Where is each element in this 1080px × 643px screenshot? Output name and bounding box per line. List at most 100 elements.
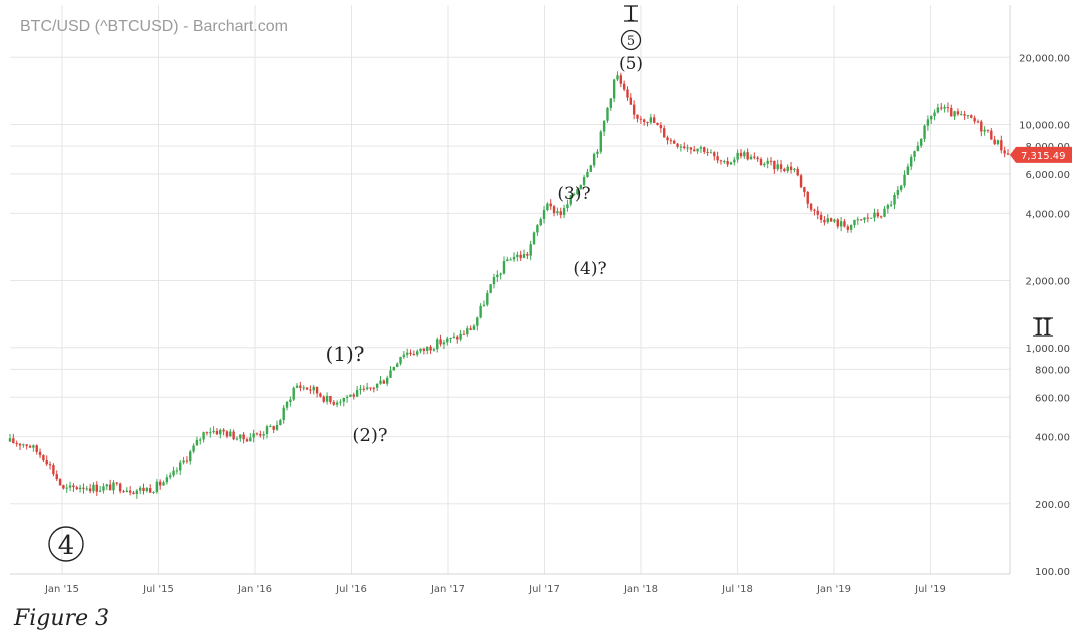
- candle-body: [295, 385, 299, 388]
- candle-body: [806, 192, 809, 204]
- y-tick-label: 6,000.00: [1025, 170, 1070, 181]
- candle-body: [656, 122, 659, 126]
- wave-4-circle: [48, 526, 84, 562]
- candle-body: [779, 164, 783, 169]
- candle-body: [599, 131, 602, 152]
- candle-body: [199, 439, 202, 441]
- candle-body: [105, 484, 108, 487]
- y-tick-label-bottom: 100.00: [1035, 567, 1070, 578]
- candle-body: [943, 107, 946, 109]
- candle-body: [352, 394, 355, 397]
- candle-body: [793, 168, 796, 170]
- candle-body: [329, 395, 332, 403]
- candle-body: [182, 460, 185, 463]
- y-tick-label: 800.00: [1035, 365, 1070, 376]
- candle-body: [983, 129, 986, 132]
- candle-body: [950, 108, 953, 117]
- candle-body: [546, 203, 549, 211]
- wave-label-4-circled: 4: [58, 531, 75, 561]
- candle-body: [569, 195, 572, 205]
- wave-label-II: II: [1034, 316, 1051, 341]
- candle-body: [980, 121, 983, 132]
- candle-body: [18, 443, 22, 446]
- candle-body: [469, 328, 472, 330]
- candle-body: [255, 433, 259, 435]
- x-tick-label: Jan '15: [44, 584, 79, 595]
- candle-body: [849, 225, 853, 230]
- candle-body: [896, 189, 900, 195]
- candle-body: [589, 165, 592, 172]
- candle-body: [239, 434, 242, 439]
- y-tick-label: 20,000.00: [1019, 53, 1070, 64]
- candle-body: [572, 194, 576, 196]
- candle-body: [763, 163, 766, 166]
- candle-body: [869, 217, 873, 219]
- candle-body: [789, 166, 793, 170]
- candle-body: [189, 451, 192, 462]
- candle-body: [312, 386, 315, 391]
- candle-body: [169, 475, 172, 478]
- candle-body: [402, 354, 406, 358]
- candle-body: [135, 490, 139, 495]
- candle-body: [933, 112, 936, 117]
- candle-body: [756, 157, 759, 160]
- x-tick-label: Jul '19: [914, 584, 946, 595]
- candle-body: [920, 138, 923, 146]
- wave-label-paren-2: (2)?: [352, 425, 387, 446]
- candle-body: [749, 156, 753, 160]
- candle-body: [269, 426, 272, 428]
- candle-body: [118, 483, 122, 492]
- candle-body: [466, 328, 469, 335]
- candle-body: [372, 387, 376, 389]
- candle-body: [930, 116, 933, 120]
- candle-body: [385, 377, 389, 384]
- candle-body: [22, 444, 25, 446]
- candle-body: [446, 338, 449, 343]
- x-tick-label: Jul '15: [142, 584, 174, 595]
- candle-body: [693, 149, 696, 152]
- candle-body: [539, 218, 542, 226]
- candle-body: [175, 470, 179, 472]
- candle-body: [799, 175, 803, 188]
- candle-body: [736, 152, 739, 160]
- candle-body: [963, 114, 966, 116]
- candle-body: [62, 485, 65, 489]
- candle-body: [683, 146, 686, 149]
- candle-body: [699, 147, 703, 149]
- candle-body: [142, 487, 145, 492]
- candle-body: [733, 159, 736, 163]
- candle-body: [836, 219, 839, 227]
- candle-body: [125, 490, 129, 492]
- candle-body: [405, 352, 409, 355]
- candle-body: [162, 482, 165, 486]
- wave-label-paren-5: (5): [619, 54, 643, 74]
- y-tick-label: 4,000.00: [1025, 209, 1070, 220]
- candle-body: [886, 205, 890, 209]
- candle-body: [285, 401, 289, 408]
- candle-body: [222, 429, 225, 432]
- candle-body: [970, 115, 973, 118]
- candle-body: [946, 107, 950, 109]
- candle-body: [853, 219, 856, 226]
- candle-body: [629, 97, 633, 105]
- candle-body: [219, 429, 222, 435]
- candle-body: [262, 434, 265, 436]
- candle-body: [88, 488, 92, 492]
- candle-body: [335, 402, 339, 405]
- candle-body: [542, 210, 546, 219]
- candle-body: [592, 153, 596, 166]
- candle-body: [973, 117, 976, 122]
- candles-series: [8, 71, 1010, 499]
- candle-body: [743, 152, 746, 157]
- candle-body: [305, 387, 309, 390]
- candle-body: [355, 389, 359, 397]
- candle-body: [1006, 153, 1010, 155]
- candle-body: [642, 119, 646, 122]
- candle-body: [309, 389, 312, 391]
- candle-body: [739, 152, 743, 157]
- x-tick-label: Jan '16: [237, 584, 272, 595]
- candle-body: [229, 431, 232, 437]
- candle-body: [12, 438, 15, 443]
- candle-body: [966, 115, 970, 117]
